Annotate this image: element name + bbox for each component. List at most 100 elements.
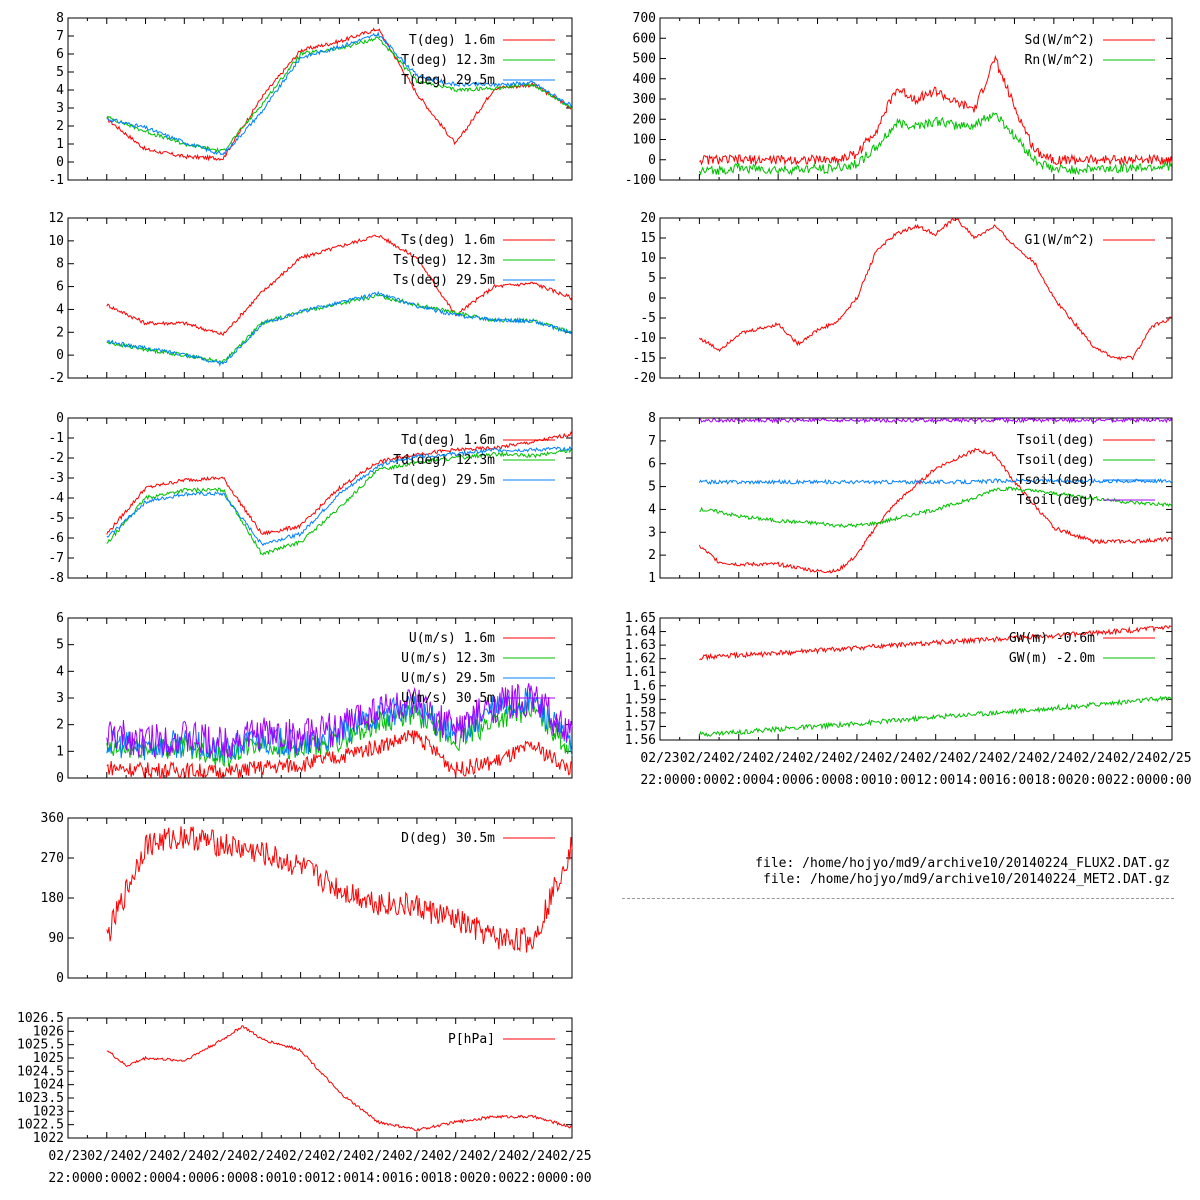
y-tick-label: 700 (633, 11, 656, 26)
x-tick-label-time: 12:00 (320, 1171, 359, 1186)
x-tick-label-time: 06:00 (798, 773, 837, 788)
x-tick-label-date: 02/24 (126, 1149, 165, 1164)
series-line-2 (699, 486, 1173, 529)
y-tick-label: -1 (48, 431, 64, 446)
x-tick-label-time: 18:00 (436, 1171, 475, 1186)
legend-label: Tsoil(deg) (1017, 453, 1095, 468)
plot-frame (659, 617, 1173, 741)
y-tick-label: 1025.5 (17, 1038, 64, 1053)
y-tick-label: 10 (48, 234, 64, 249)
x-tick-label-date: 02/24 (877, 751, 916, 766)
y-tick-label: 2 (56, 718, 64, 733)
x-tick-label-time: 22:00 (514, 1171, 553, 1186)
y-tick-label: 1024 (33, 1078, 64, 1093)
x-tick-label-date: 02/24 (87, 1149, 126, 1164)
file-captions: file: /home/hojyo/md9/archive10/20140224… (755, 856, 1170, 888)
plot-frame (659, 217, 1173, 379)
y-tick-label: 12 (48, 211, 64, 226)
x-tick-label-date: 02/24 (759, 751, 798, 766)
y-tick-label: 6 (56, 280, 64, 295)
series-line-1 (106, 826, 573, 953)
y-tick-label: 1.58 (625, 706, 656, 721)
y-tick-label: 7 (648, 434, 656, 449)
legend-label: P[hPa] (448, 1032, 495, 1047)
y-tick-label: 0 (648, 291, 656, 306)
x-tick-label-time: 00:00 (552, 1171, 591, 1186)
legend-label: T(deg) 1.6m (409, 33, 495, 48)
y-tick-label: 1.64 (625, 625, 656, 640)
y-tick-label: 8 (56, 257, 64, 272)
y-tick-label: 7 (56, 29, 64, 44)
legend-label: GW(m) -0.6m (1009, 631, 1095, 646)
plot-frame (659, 17, 1173, 181)
x-tick-label-time: 10:00 (281, 1171, 320, 1186)
x-tick-label-date: 02/24 (916, 751, 955, 766)
x-tick-label-date: 02/24 (281, 1149, 320, 1164)
x-tick-label-time: 20:00 (475, 1171, 514, 1186)
legend-label: Td(deg) 29.5m (393, 473, 495, 488)
plot-frame (67, 17, 573, 181)
y-tick-label: 1026.5 (17, 1011, 64, 1026)
plot-frame (67, 217, 573, 379)
y-tick-label: -5 (48, 511, 64, 526)
y-tick-label: -2 (48, 371, 64, 386)
y-tick-label: 2 (648, 548, 656, 563)
series-line-1 (106, 27, 573, 162)
y-tick-label: 1.59 (625, 692, 656, 707)
y-tick-label: 6 (56, 47, 64, 62)
x-tick-label-time: 22:00 (640, 773, 679, 788)
series-line-2 (698, 111, 1173, 177)
chart-pressure: 10221022.510231023.510241024.510251025.5… (17, 1011, 592, 1186)
series-line-1 (106, 234, 573, 337)
x-tick-label-date: 02/24 (320, 1149, 359, 1164)
series-line-1 (699, 54, 1173, 167)
chart-soil-temperature: 1 2 3 4 5 6 7 8 Tsoil(deg) Tsoil(deg) Tsoil(deg) Ts… (648, 411, 1173, 586)
y-tick-label: 500 (633, 52, 656, 67)
y-tick-label: -8 (48, 571, 64, 586)
plot-frame (67, 1017, 573, 1139)
y-tick-label: 0 (56, 155, 64, 170)
x-tick-label-date: 02/24 (359, 1149, 398, 1164)
x-tick-label-date: 02/24 (956, 751, 995, 766)
y-tick-label: 15 (640, 231, 656, 246)
chart-soil-heat-flux: -20 -15 -10 -5 0 5 10 15 20 G1(W/m^2) (633, 211, 1173, 386)
chart-radiation: -100 0 100 200 300 400 500 600 700 Sd(W/m^2) Rn(W/… (625, 11, 1173, 188)
y-tick-label: -20 (633, 371, 656, 386)
x-tick-label-time: 22:00 (48, 1171, 87, 1186)
y-tick-label: 1023 (33, 1104, 64, 1119)
y-tick-label: 1.57 (625, 719, 656, 734)
y-tick-label: 5 (56, 65, 64, 80)
legend-label: Td(deg) 12.3m (393, 453, 495, 468)
y-tick-label: 0 (56, 771, 64, 786)
y-tick-label: -7 (48, 551, 64, 566)
legend-label: Ts(deg) 1.6m (401, 233, 495, 248)
y-tick-label: 5 (648, 480, 656, 495)
x-tick-label-date: 02/24 (475, 1149, 514, 1164)
chart-wind-direction: 0 90 180 270 360 D(deg) 30.5m (41, 811, 573, 986)
x-tick-label-date: 02/25 (1152, 751, 1191, 766)
x-tick-label-date: 02/24 (680, 751, 719, 766)
plot-frame (67, 817, 573, 979)
y-tick-label: -5 (640, 311, 656, 326)
series-line-1 (106, 1025, 573, 1132)
series-line-2 (698, 695, 1173, 738)
y-tick-label: 600 (633, 31, 656, 46)
chart-dew-point: -8 -7 -6 -5 -4 -3 -2 -1 0 Td(deg) 1.6m Td(deg) 12.… (48, 411, 573, 586)
y-tick-label: -10 (633, 331, 656, 346)
series-line-4 (106, 683, 573, 759)
y-tick-label: 2 (56, 119, 64, 134)
x-tick-label-date: 02/23 (48, 1149, 87, 1164)
series-line-1 (106, 729, 573, 779)
y-tick-label: 4 (56, 302, 64, 317)
legend-label: Td(deg) 1.6m (401, 433, 495, 448)
chart-air-temperature: -1 0 1 2 3 4 5 6 7 8 T(deg) 1.6m T(deg) 12.3m T(deg)… (48, 11, 573, 188)
y-tick-label: 3 (56, 691, 64, 706)
x-tick-label-time: 10:00 (877, 773, 916, 788)
x-tick-label-time: 16:00 (995, 773, 1034, 788)
y-tick-label: 8 (56, 11, 64, 26)
legend-label: Ts(deg) 12.3m (393, 253, 495, 268)
y-tick-label: 6 (56, 611, 64, 626)
x-tick-label-time: 00:00 (680, 773, 719, 788)
y-tick-label: 1022.5 (17, 1118, 64, 1133)
series-line-1 (698, 447, 1173, 574)
